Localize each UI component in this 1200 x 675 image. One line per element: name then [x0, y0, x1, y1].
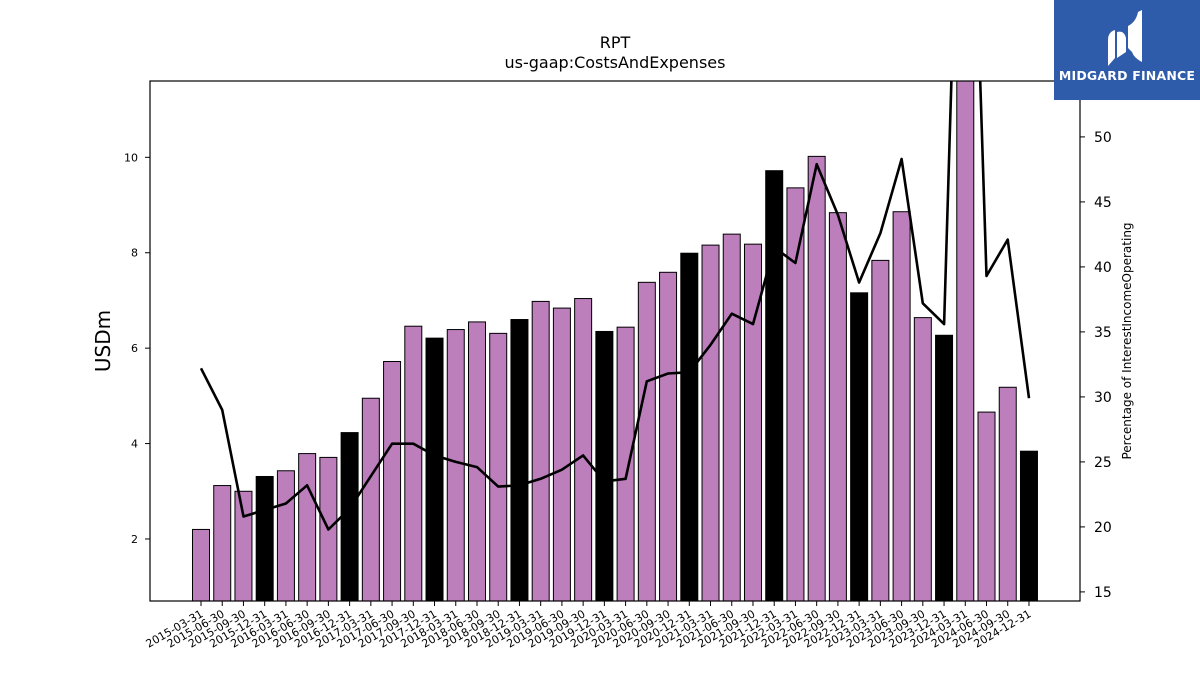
bar [404, 325, 423, 602]
bar [425, 337, 444, 602]
bar [489, 332, 508, 602]
y-tick-label: 8 [131, 247, 138, 260]
bar [701, 244, 720, 602]
bar [552, 307, 571, 602]
series-line [199, 81, 1031, 531]
brand-logo-text: MIDGARD FINANCE [1058, 68, 1196, 83]
bar [361, 397, 380, 602]
y2-tick-label: 25 [1094, 455, 1112, 471]
bar [213, 485, 232, 602]
bar [850, 292, 869, 602]
bar [828, 212, 847, 602]
bar [956, 80, 975, 602]
bar [340, 432, 359, 602]
bar [913, 317, 932, 602]
y2-axis-label: Percentage of InterestIncomeOperating [1120, 222, 1134, 459]
bar [510, 319, 529, 602]
y2-tick-label: 15 [1094, 585, 1112, 601]
bar [935, 334, 954, 602]
x-axis: 2015-03-312015-06-302015-09-302015-12-31… [144, 601, 1033, 651]
brand-logo: MIDGARD FINANCE [1054, 0, 1200, 100]
bar [616, 326, 635, 602]
bar [743, 243, 762, 602]
bar [659, 271, 678, 602]
y-tick-label: 2 [131, 533, 138, 546]
bar [680, 252, 699, 602]
bar [871, 259, 890, 602]
bar [637, 281, 656, 602]
bar [255, 475, 274, 602]
plot-area-frame [149, 80, 1081, 602]
chart-title: RPT [600, 33, 631, 52]
y-tick-label: 4 [131, 438, 138, 451]
bar [998, 386, 1017, 602]
bar [786, 187, 805, 602]
bar [1019, 450, 1038, 602]
bar [467, 321, 486, 602]
bar [807, 155, 826, 602]
bar [446, 329, 465, 602]
bars-layer [192, 80, 1038, 602]
y2-tick-label: 45 [1094, 195, 1112, 211]
y2-tick-label: 35 [1094, 325, 1112, 341]
y2-tick-label: 50 [1094, 130, 1112, 146]
bar [765, 170, 784, 602]
bar [276, 470, 295, 602]
bar [574, 298, 593, 602]
bar [192, 528, 210, 602]
bar [892, 211, 911, 602]
bar [977, 411, 996, 602]
y-axis-right: 15 20 25 30 35 40 45 50 [1080, 130, 1112, 601]
y-tick-label: 6 [131, 342, 138, 355]
line-layer [199, 81, 1031, 531]
bar [531, 300, 550, 602]
bar [383, 361, 402, 602]
y2-tick-label: 20 [1094, 520, 1112, 536]
bar [298, 453, 317, 602]
midgard-logo-icon [1108, 10, 1142, 66]
chart-subtitle: us-gaap:CostsAndExpenses [505, 53, 726, 72]
y-axis-left: 2 4 6 8 10 [124, 151, 150, 546]
bar [722, 233, 741, 602]
bar [234, 490, 253, 602]
bar [595, 330, 614, 602]
y-axis-label: USDm [91, 310, 115, 372]
y2-tick-label: 40 [1094, 260, 1112, 276]
y2-tick-label: 30 [1094, 390, 1112, 406]
y-tick-label: 10 [124, 151, 138, 164]
